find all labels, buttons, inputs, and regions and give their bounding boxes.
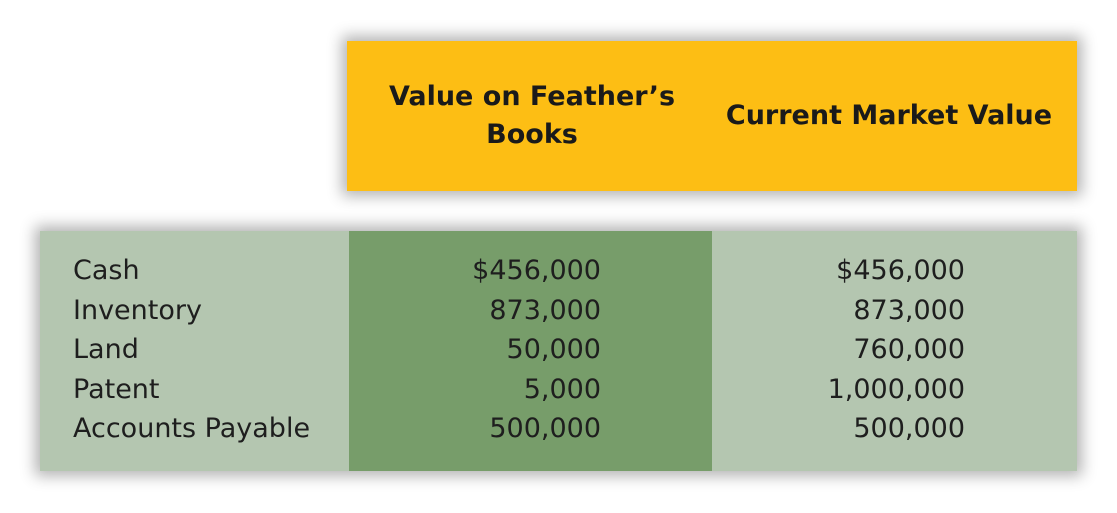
market-value-cell: 500,000 [853,413,965,444]
header-book-value: Value on Feather’s Books [388,81,676,150]
market-value-cell: 760,000 [853,334,965,365]
row-label: Accounts Payable [73,413,311,444]
header-market-value: Current Market Value [725,100,1053,131]
book-value-column-band [349,231,712,471]
market-value-cell: $456,000 [836,255,965,286]
values-table: Cash $456,000 $456,000 Inventory 873,000… [40,231,1077,471]
table-row-accounts-payable: Accounts Payable 500,000 500,000 [40,409,1077,449]
row-label: Patent [73,373,160,405]
table-row-patent: Patent 5,000 1,000,000 [40,370,1077,410]
book-value-cell: 500,000 [489,413,601,444]
book-value-cell: 5,000 [523,373,601,405]
row-label: Inventory [73,294,202,326]
market-value-cell: 873,000 [853,294,965,326]
table-rows: Cash $456,000 $456,000 Inventory 873,000… [40,251,1077,449]
column-header-bar: Value on Feather’s Books Current Market … [347,41,1077,191]
market-value-cell: 1,000,000 [827,373,965,405]
row-label: Land [73,334,139,365]
book-value-cell: $456,000 [472,255,601,286]
table-row-cash: Cash $456,000 $456,000 [40,251,1077,291]
book-value-cell: 873,000 [489,294,601,326]
book-value-cell: 50,000 [506,334,601,365]
table-row-land: Land 50,000 760,000 [40,330,1077,370]
table-row-inventory: Inventory 873,000 873,000 [40,291,1077,331]
row-label: Cash [73,255,140,286]
